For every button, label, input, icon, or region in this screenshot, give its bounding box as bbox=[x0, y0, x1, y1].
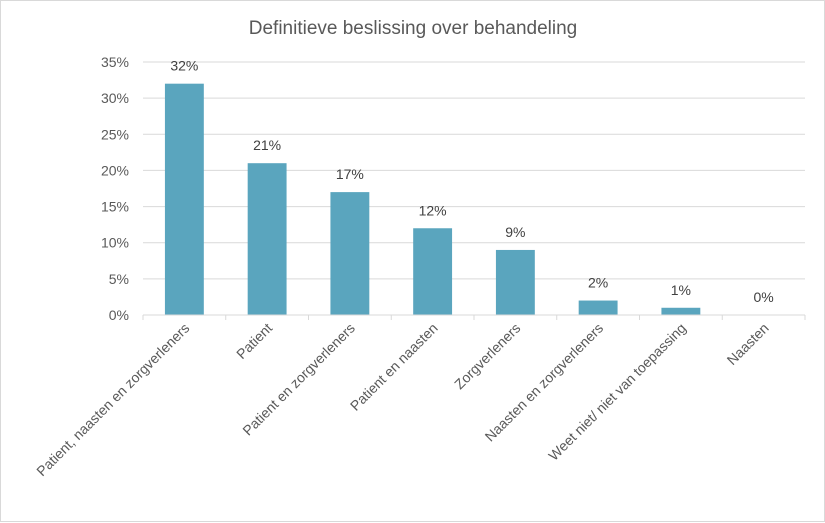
x-tick-label: Weet niet/ niet van toepassing bbox=[545, 320, 689, 464]
y-tick-label: 25% bbox=[101, 126, 129, 142]
bar bbox=[495, 249, 535, 315]
x-tick-label: Patient bbox=[233, 320, 275, 362]
x-axis-labels: Patient, naasten en zorgverleners Patient… bbox=[33, 320, 772, 479]
x-tick-label: Patient, naasten en zorgverleners bbox=[33, 320, 192, 479]
y-tick-label: 30% bbox=[101, 90, 129, 106]
data-label: 21% bbox=[253, 137, 281, 153]
x-tick-label: Naasten bbox=[724, 320, 772, 368]
y-tick-label: 0% bbox=[109, 307, 129, 323]
bar bbox=[164, 83, 204, 315]
y-tick-label: 20% bbox=[101, 162, 129, 178]
y-tick-label: 5% bbox=[109, 271, 129, 287]
data-label: 32% bbox=[170, 58, 198, 74]
bar bbox=[578, 300, 618, 315]
y-axis-ticks: 0% 5% 10% 15% 20% 25% 30% 35% bbox=[101, 54, 129, 323]
data-label: 2% bbox=[588, 275, 608, 291]
bars bbox=[164, 83, 701, 315]
y-tick-label: 15% bbox=[101, 199, 129, 215]
data-label: 9% bbox=[505, 224, 525, 240]
data-label: 1% bbox=[671, 282, 691, 298]
data-labels: 32% 21% 17% 12% 9% 2% 1% 0% bbox=[170, 58, 773, 305]
chart-title: Definitieve beslissing over behandeling bbox=[249, 18, 577, 39]
y-tick-label: 35% bbox=[101, 54, 129, 70]
bar bbox=[247, 163, 287, 315]
data-label: 12% bbox=[419, 202, 447, 218]
bar bbox=[413, 228, 453, 315]
x-axis bbox=[142, 314, 806, 320]
x-tick-label: Patient en naasten bbox=[347, 320, 441, 414]
y-tick-label: 10% bbox=[101, 235, 129, 251]
bar bbox=[661, 307, 701, 315]
data-label: 0% bbox=[754, 289, 774, 305]
data-label: 17% bbox=[336, 166, 364, 182]
bar bbox=[330, 192, 370, 315]
x-tick-label: Zorgverleners bbox=[451, 320, 523, 392]
gridlines bbox=[143, 61, 805, 280]
